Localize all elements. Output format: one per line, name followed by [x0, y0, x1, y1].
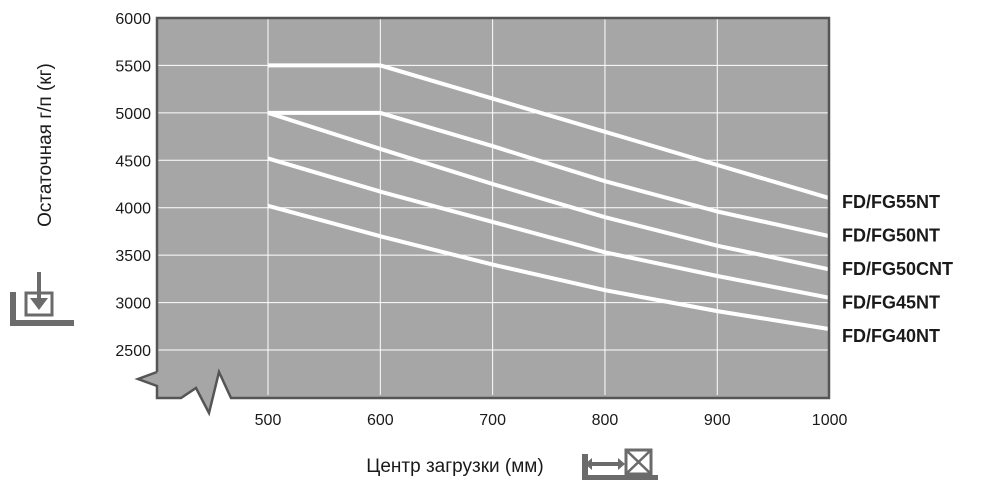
series-line-FD/FG50CNT — [267, 110, 831, 272]
plot-frame — [134, 16, 831, 417]
x-axis-ticks: 500 600 700 800 900 1000 — [255, 412, 848, 429]
y-tick-label-2500: 2500 — [115, 343, 151, 360]
y-tick-label-6000: 6000 — [115, 11, 151, 28]
series-line-FD/FG45NT — [267, 156, 830, 300]
series-label-FD/FG50NT: FD/FG50NT — [842, 226, 940, 246]
x-tick-label-600: 600 — [367, 412, 394, 429]
series-label-FD/FG40NT: FD/FG40NT — [842, 326, 940, 346]
series-line-FD/FG40NT — [267, 203, 830, 332]
y-tick-label-3000: 3000 — [115, 296, 151, 313]
x-tick-label-800: 800 — [592, 412, 619, 429]
x-tick-label-900: 900 — [704, 412, 731, 429]
series-label-FD/FG55NT: FD/FG55NT — [842, 192, 940, 212]
series-label-FD/FG45NT: FD/FG45NT — [842, 293, 940, 313]
y-axis-ticks: 2500 3000 3500 4000 4500 5000 5500 6000 — [115, 11, 151, 360]
x-tick-label-700: 700 — [479, 412, 506, 429]
series-labels: FD/FG55NT FD/FG50NT FD/FG50CNT FD/FG45NT FD/… — [842, 192, 953, 346]
y-tick-label-4000: 4000 — [115, 201, 151, 218]
y-tick-label-5000: 5000 — [115, 106, 151, 123]
y-tick-label-5500: 5500 — [115, 58, 151, 75]
y-tick-label-3500: 3500 — [115, 248, 151, 265]
plot-area — [138, 18, 829, 413]
axis-frame — [134, 16, 831, 417]
series-line-FD/FG55NT — [268, 63, 831, 201]
y-tick-label-4500: 4500 — [115, 153, 151, 170]
x-tick-label-1000: 1000 — [812, 412, 848, 429]
load-center-icon — [582, 448, 658, 480]
series-line-FD/FG50NT — [268, 110, 831, 239]
plot-background — [138, 18, 829, 413]
series-lines — [267, 63, 831, 332]
x-tick-label-500: 500 — [255, 412, 282, 429]
series-label-FD/FG50CNT: FD/FG50CNT — [842, 259, 953, 279]
load-weight-icon — [10, 272, 74, 326]
y-axis-label: Остаточная г/п (кг) — [35, 63, 56, 227]
x-axis-label: Центр загрузки (мм) — [366, 456, 543, 477]
